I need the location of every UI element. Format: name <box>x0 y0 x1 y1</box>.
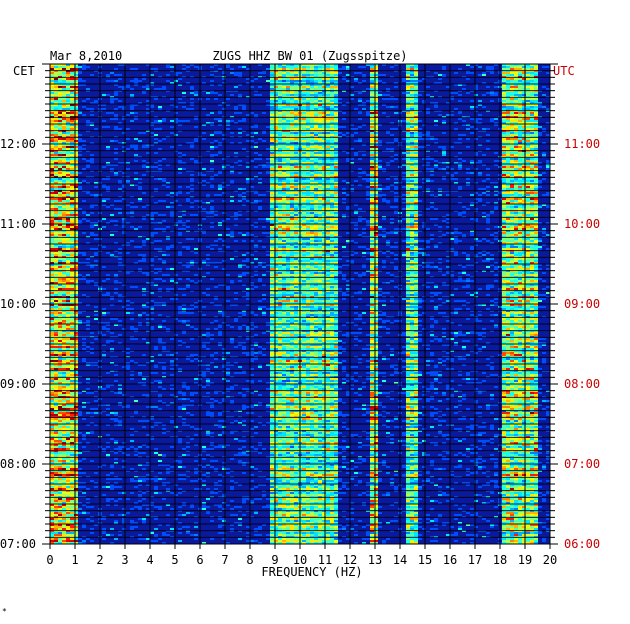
x-tick-label: 16 <box>443 553 457 567</box>
left-tick-label: 12:00 <box>0 137 36 151</box>
x-tick-label: 2 <box>96 553 103 567</box>
x-tick-label: 14 <box>393 553 407 567</box>
x-tick-label: 10 <box>293 553 307 567</box>
x-tick-label: 15 <box>418 553 432 567</box>
left-time-axis: 12:00 11:00 10:00 09:00 08:00 07:00 <box>0 63 50 551</box>
left-tick-label: 08:00 <box>0 457 36 471</box>
x-tick-label: 1 <box>71 553 78 567</box>
x-tick-label: 7 <box>221 553 228 567</box>
grid-lines <box>49 63 551 545</box>
right-tick-label: 09:00 <box>564 297 600 311</box>
x-tick-label: 0 <box>46 553 53 567</box>
left-tick-label: 07:00 <box>0 537 36 551</box>
corner-mark: * <box>2 607 7 616</box>
right-tick-label: 10:00 <box>564 217 600 231</box>
x-tick-label: 18 <box>493 553 507 567</box>
right-tick-label: 08:00 <box>564 377 600 391</box>
x-tick-label: 20 <box>543 553 557 567</box>
right-tick-label: 07:00 <box>564 457 600 471</box>
x-tick-label: 19 <box>518 553 532 567</box>
right-tick-label: 11:00 <box>564 137 600 151</box>
x-tick-label: 13 <box>368 553 382 567</box>
left-tick-label: 10:00 <box>0 297 36 311</box>
right-tick-label: 06:00 <box>564 537 600 551</box>
x-tick-label: 17 <box>468 553 482 567</box>
x-tick-label: 8 <box>246 553 253 567</box>
x-tick-label: 12 <box>343 553 357 567</box>
x-tick-label: 6 <box>196 553 203 567</box>
frequency-axis: 0 1 2 3 4 5 6 7 8 9 10 11 12 13 14 15 16 17 18 19 20 <box>46 544 557 567</box>
x-tick-label: 4 <box>146 553 153 567</box>
utc-label: UTC <box>553 64 575 78</box>
date-label: Mar 8,2010 <box>50 49 122 63</box>
right-time-axis: 11:00 10:00 09:00 08:00 07:00 06:00 <box>550 63 600 551</box>
left-tick-label: 11:00 <box>0 217 36 231</box>
cet-label: CET <box>13 64 35 78</box>
x-tick-label: 9 <box>271 553 278 567</box>
left-tick-label: 09:00 <box>0 377 36 391</box>
x-axis-label: FREQUENCY (HZ) <box>261 565 362 579</box>
x-tick-label: 3 <box>121 553 128 567</box>
station-title: ZUGS HHZ BW 01 (Zugsspitze) <box>212 49 407 63</box>
x-tick-label: 5 <box>171 553 178 567</box>
x-tick-label: 11 <box>318 553 332 567</box>
